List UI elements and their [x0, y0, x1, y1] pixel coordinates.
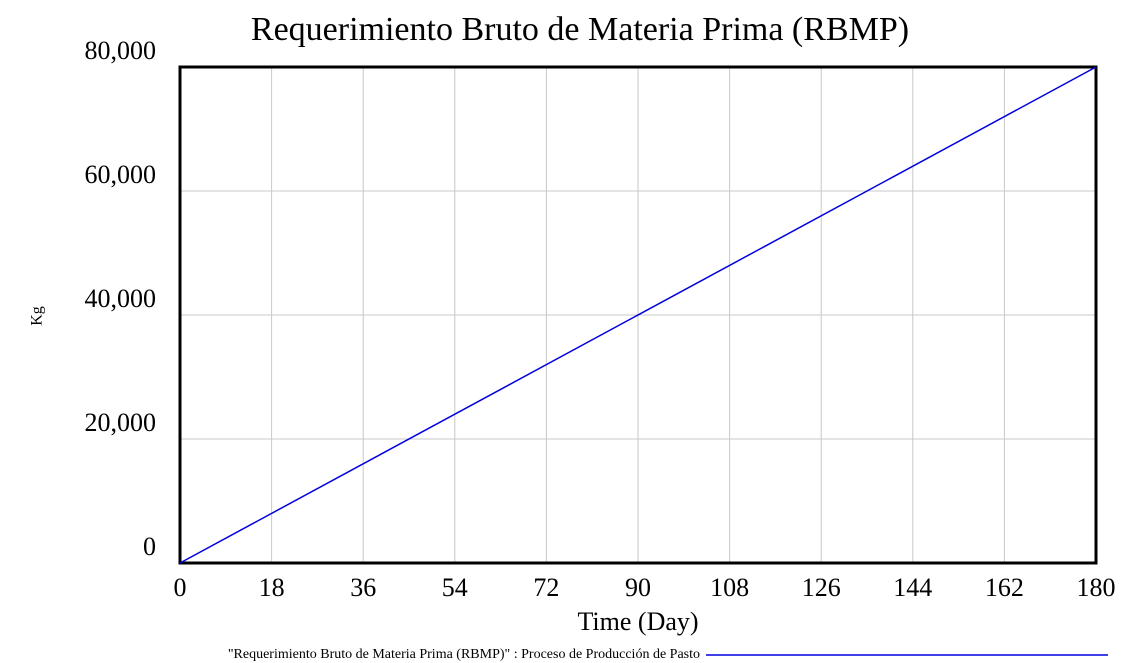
- y-axis-label: Kg: [29, 306, 46, 326]
- x-tick-label: 0: [174, 573, 187, 602]
- x-tick-label: 108: [710, 573, 749, 602]
- x-tick-label: 18: [259, 573, 285, 602]
- x-tick-label: 54: [442, 573, 468, 602]
- x-tick-label: 162: [985, 573, 1024, 602]
- y-tick-label: 80,000: [85, 36, 157, 65]
- data-line: [179, 66, 1097, 564]
- plot-frame: [178, 65, 1098, 565]
- legend-label: "Requerimiento Bruto de Materia Prima (R…: [228, 647, 700, 662]
- y-tick-label: 20,000: [85, 408, 157, 437]
- y-tick-label: 40,000: [85, 284, 157, 313]
- x-tick-label: 180: [1077, 573, 1116, 602]
- x-axis-label: Time (Day): [577, 607, 698, 636]
- y-tick-label: 0: [143, 532, 156, 561]
- x-tick-label: 36: [350, 573, 376, 602]
- chart-title: Requerimiento Bruto de Materia Prima (RB…: [251, 11, 909, 48]
- x-tick-label: 126: [802, 573, 841, 602]
- x-tick-label: 144: [893, 573, 932, 602]
- x-tick-label: 72: [533, 573, 559, 602]
- y-tick-label: 60,000: [85, 160, 157, 189]
- x-tick-label: 90: [625, 573, 651, 602]
